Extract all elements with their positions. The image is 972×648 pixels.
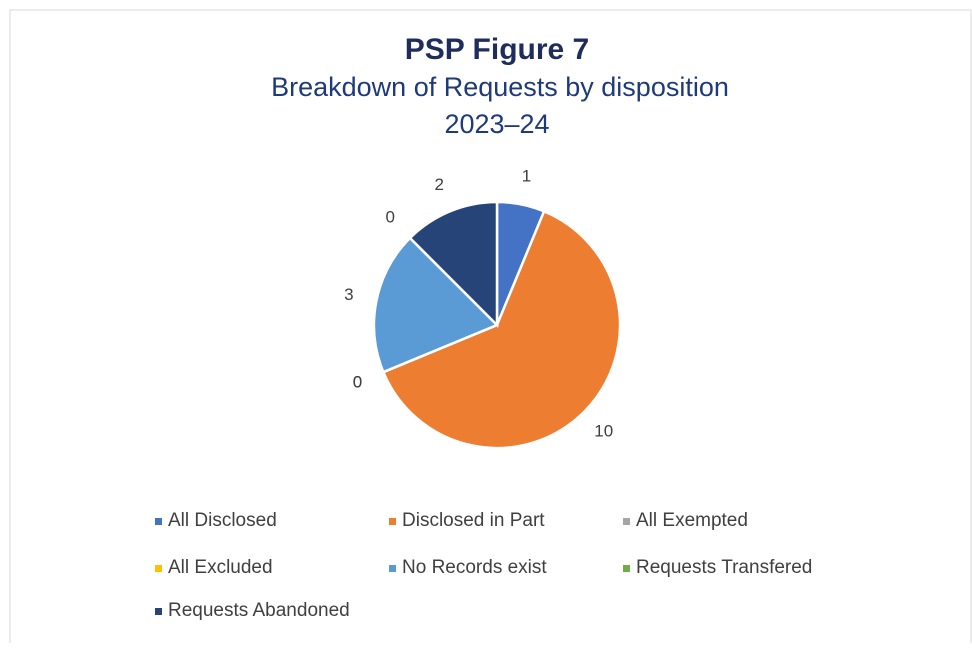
- data-label: 10: [594, 421, 613, 440]
- legend-label: All Exempted: [636, 510, 748, 531]
- data-label: 0: [353, 372, 362, 391]
- legend-marker: [623, 518, 630, 525]
- data-label: 0: [385, 208, 394, 227]
- legend-marker: [155, 608, 162, 615]
- chart-subtitle: Breakdown of Requests by disposition: [271, 72, 729, 102]
- legend-label: Disclosed in Part: [402, 510, 545, 531]
- pie-slice: [408, 200, 499, 329]
- legend-marker: [389, 518, 396, 525]
- pie-slice: [381, 209, 622, 450]
- legend-label: All Disclosed: [168, 510, 277, 531]
- legend-marker: [623, 565, 630, 572]
- legend-marker: [389, 565, 396, 572]
- chart-title: PSP Figure 7: [405, 33, 590, 66]
- legend-label: Requests Transfered: [636, 557, 812, 578]
- legend-marker: [155, 565, 162, 572]
- legend-marker: [155, 518, 162, 525]
- data-label: 2: [434, 175, 443, 194]
- data-label: 1: [522, 166, 531, 185]
- data-label: 0: [353, 372, 362, 391]
- pie-slice: [372, 236, 500, 374]
- chart-subtitle: 2023–24: [444, 109, 549, 139]
- legend-label: Requests Abandoned: [168, 600, 350, 621]
- legend-label: No Records exist: [402, 557, 547, 578]
- data-label: 3: [344, 285, 353, 304]
- legend-label: All Excluded: [168, 557, 273, 578]
